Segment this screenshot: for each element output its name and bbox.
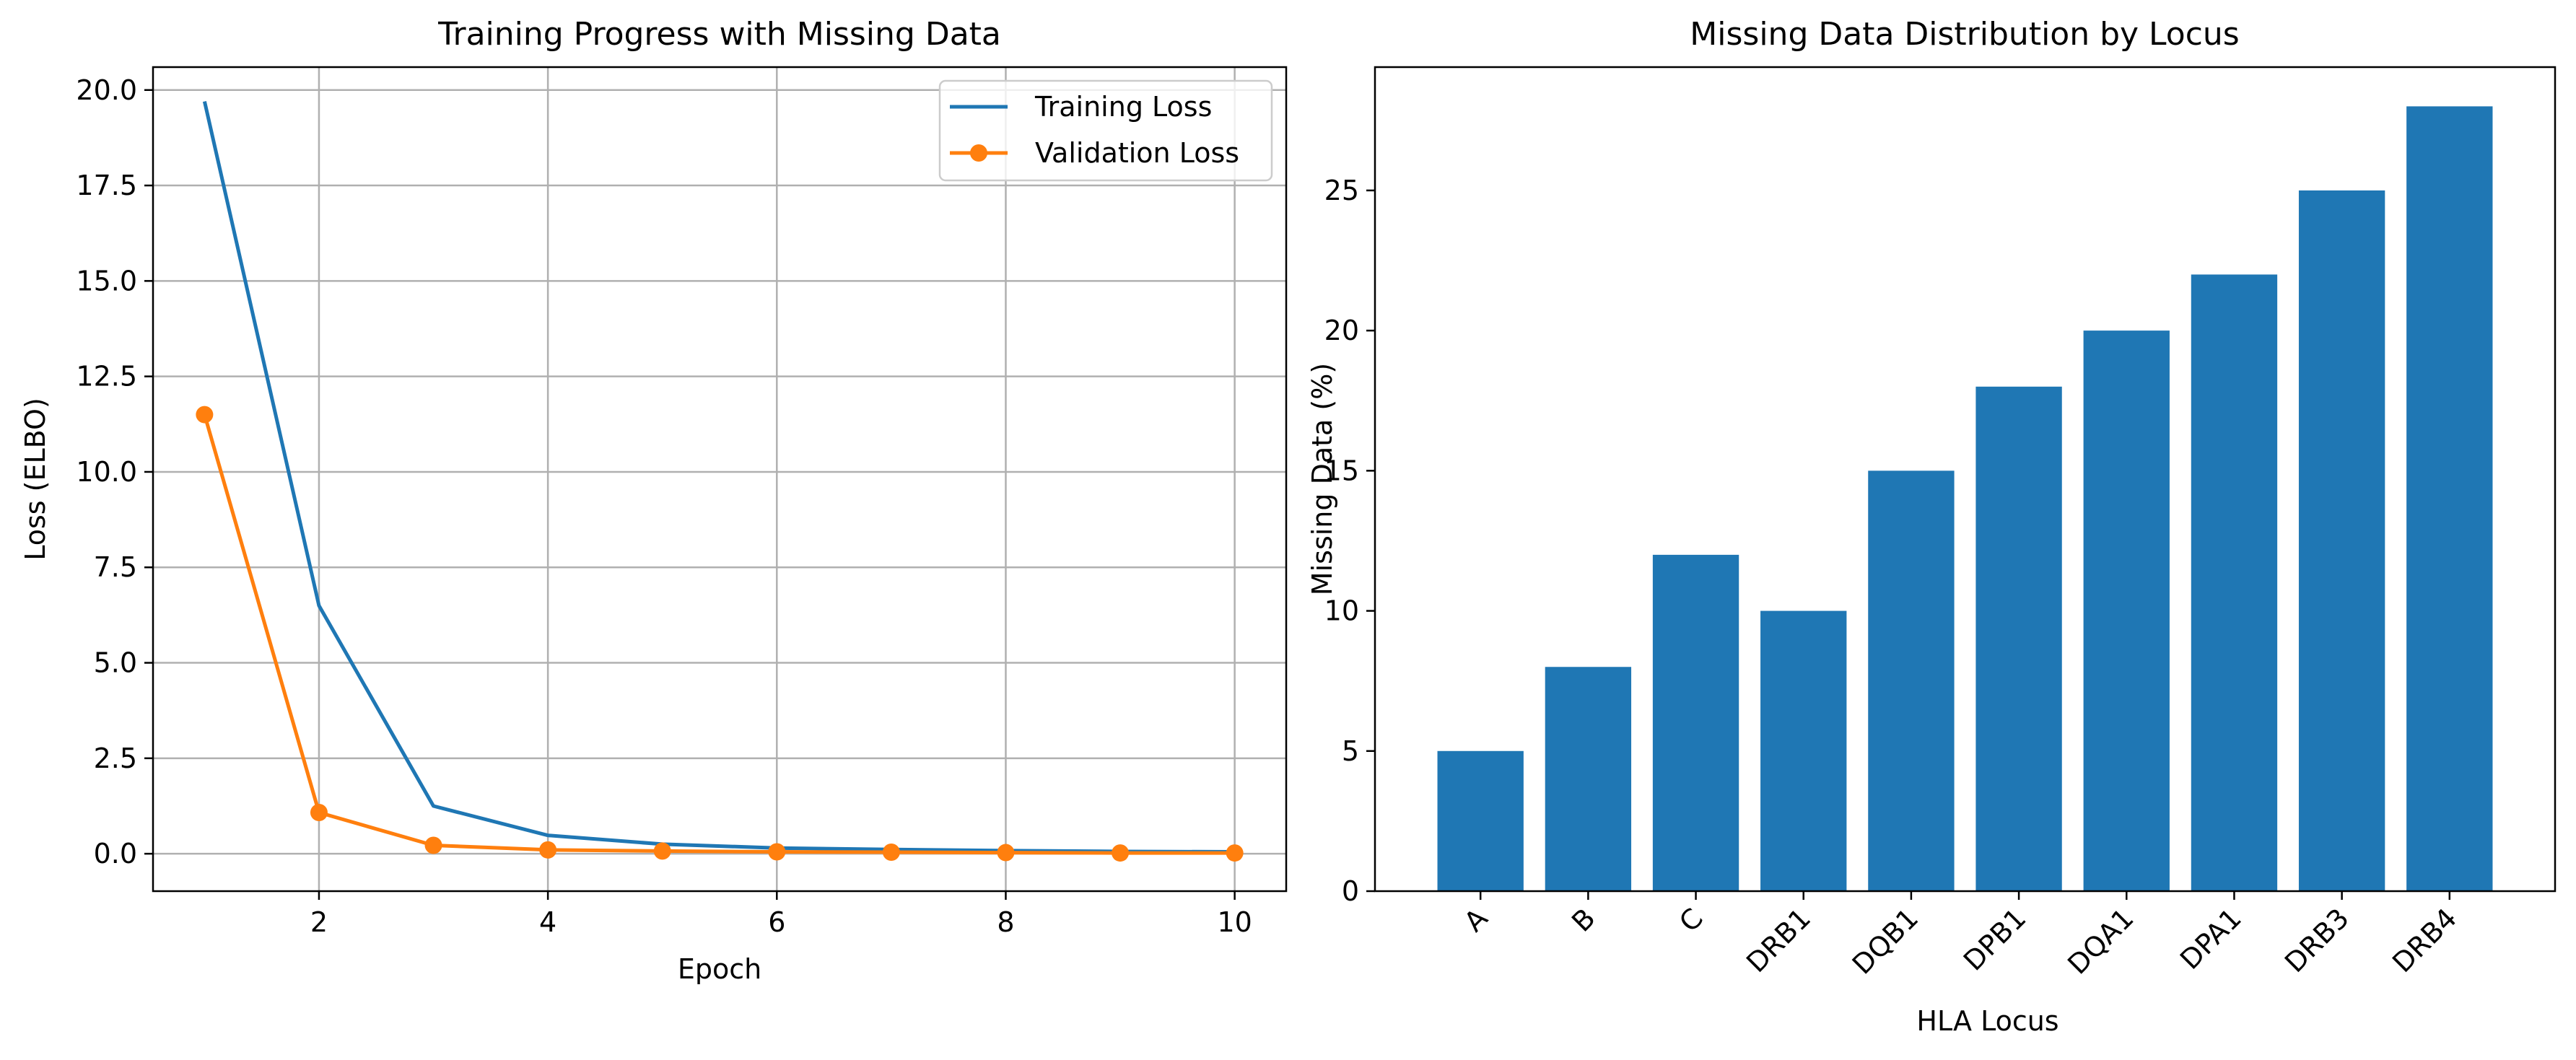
validation-loss-point [196,406,214,424]
legend-box [938,79,1273,182]
line-chart-grid [153,67,1286,891]
bar-chart-y-tick-label: 20 [1324,315,1359,346]
validation-loss-point [997,844,1015,862]
validation-loss-point [882,844,900,862]
line-chart-panel: 2 4 6 8 10 0.02.55.07.510.012.515.017.520.0 … [19,16,1288,985]
validation-loss-line [202,413,1235,855]
bar-a [1437,750,1524,891]
bar-chart-y-tick-label: 25 [1324,175,1359,206]
line-chart-plot-area [153,67,1286,891]
validation-loss-point [539,841,557,859]
line-chart-x-tick-label: 2 [310,906,328,938]
line-chart-x-axis-label: Epoch [678,953,761,985]
bar-chart-y-tick-label: 0 [1342,875,1359,907]
bar-chart-y-axis-label: Missing Data (%) [1306,363,1338,595]
bar-b [1545,667,1632,891]
legend-validation-loss-label: Validation Loss [1035,137,1239,169]
bar-chart-x-axis-label: HLA Locus [1916,1005,2058,1037]
line-chart-y-tick-label: 12.5 [76,361,137,393]
validation-loss-point [768,843,786,861]
line-chart-title: Training Progress with Missing Data [437,16,1001,53]
line-chart-y-tick-label: 7.5 [94,551,137,583]
line-chart-y-tick-label: 17.5 [76,170,137,201]
bar-chart-y-tick-label: 5 [1342,735,1359,767]
validation-loss-point [424,836,442,854]
line-chart-y-tick-label: 10.0 [76,456,137,488]
line-chart-y-tick-label: 5.0 [94,647,137,679]
bar-dqa1 [2083,330,2170,891]
line-chart-x-ticks: 2 4 6 8 10 [310,891,1252,938]
line-chart-x-tick-label: 4 [539,906,556,938]
line-chart-y-tick-label: 20.0 [76,74,137,106]
line-chart-series [196,101,1244,862]
bar-drb4 [2406,106,2493,891]
line-chart-x-tick-label: 6 [768,906,785,938]
bar-drb3 [2298,190,2385,891]
line-chart-x-tick-label: 8 [997,906,1014,938]
bar-chart-bars [1437,106,2493,892]
line-chart-y-tick-label: 0.0 [94,838,137,870]
bar-chart-y-tick-label: 15 [1324,455,1359,486]
validation-loss-point [653,842,671,860]
bar-chart-title: Missing Data Distribution by Locus [1690,16,2239,53]
bar-dpb1 [1975,386,2062,891]
bar-chart-y-ticks: 0 5 10 15 20 25 [1324,175,1375,907]
line-chart-frame [152,66,1288,893]
bar-drb1 [1760,610,1847,891]
bar-c [1652,554,1739,891]
line-chart-y-axis-label: Loss (ELBO) [19,398,51,561]
bar-chart-y-tick-label: 10 [1324,595,1359,627]
line-chart-y-ticks: 0.0 2.5 5.0 7.5 10.0 12.5 15.0 17.5 20.0 [76,74,153,870]
line-chart-legend: Training Loss Validation Loss [938,79,1273,182]
line-chart-y-tick-label: 2.5 [94,743,137,774]
bar-dqb1 [1868,470,1955,891]
validation-loss-point [310,803,328,821]
legend-training-loss-label: Training Loss [1034,91,1212,123]
validation-loss-point [1226,844,1244,862]
validation-loss-point [1112,844,1130,862]
bar-dpa1 [2191,274,2278,892]
line-chart-x-tick-label: 10 [1217,906,1252,938]
line-chart-y-tick-label: 15.0 [76,265,137,297]
bar-chart-panel: A B C DRB1 DQB1 DPB1 DQA1 DPA1 DRB3 DRB4 05101520… [1306,16,2557,1037]
legend-validation-loss-marker [970,144,987,162]
bar-chart-frame [1374,66,2557,893]
